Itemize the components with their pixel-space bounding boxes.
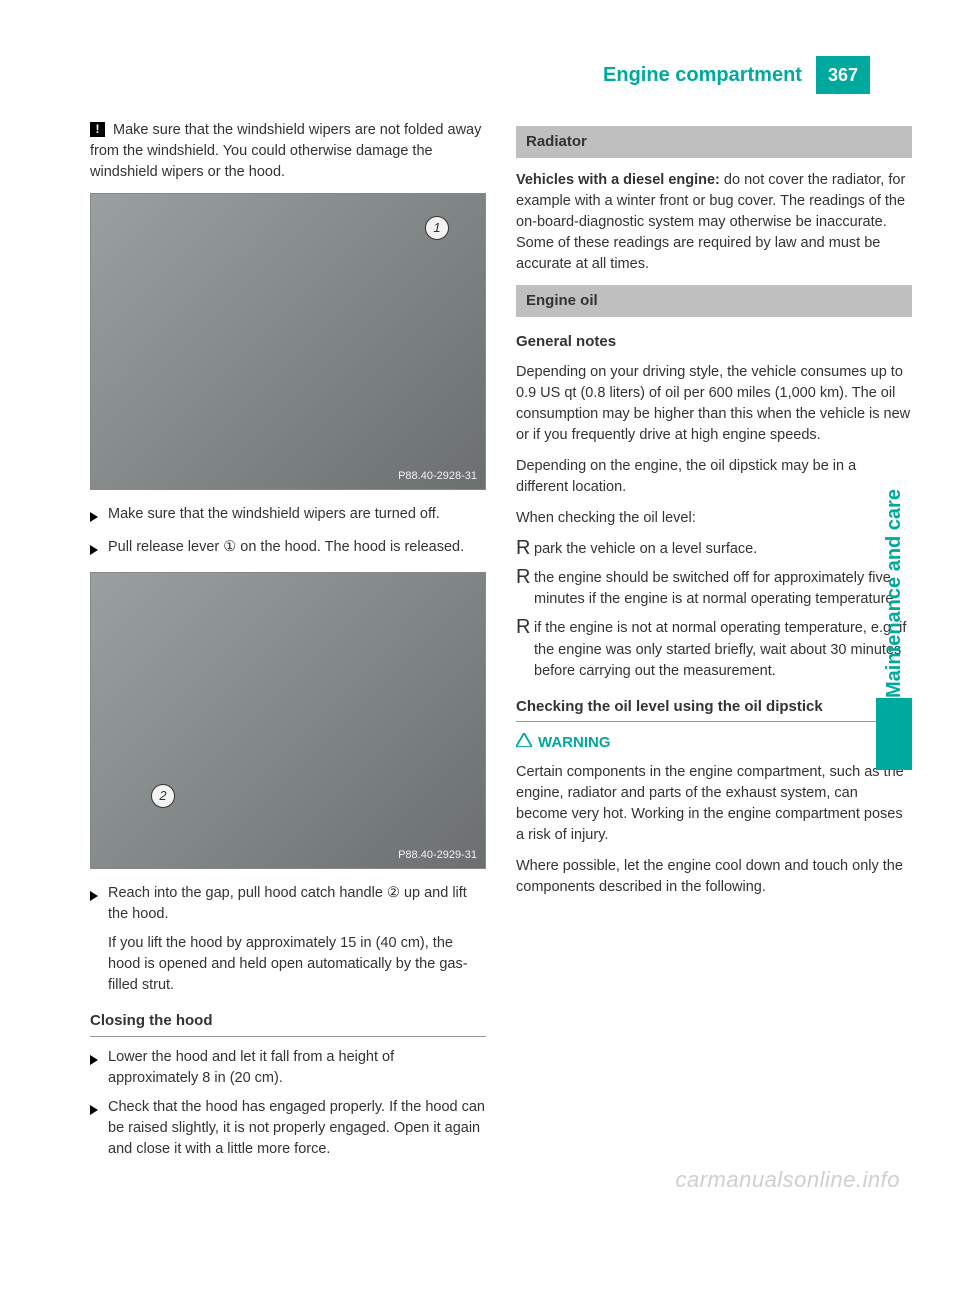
open-note-text: If you lift the hood by approximately 15… [108,933,486,996]
bullet-text: the engine should be switched off for ap… [534,568,912,610]
warning-text-p2: Where possible, let the engine cool down… [516,856,912,898]
bullet-item: R the engine should be switched off for … [516,568,912,610]
step-arrow-icon [90,1105,98,1115]
content-columns: ! Make sure that the windshield wipers a… [0,60,960,1168]
general-notes-p3: When checking the oil level: [516,508,912,529]
bullet-text: park the vehicle on a level surface. [534,539,912,560]
warning-triangle-icon [516,732,532,754]
bullet-marker: R [516,539,534,560]
step-text: Reach into the gap, pull hood catch hand… [108,883,486,925]
radiator-text: Vehicles with a diesel engine: do not co… [516,170,912,275]
figure-hood-release-lever: 1 P88.40-2928-31 [90,193,486,490]
figure-code: P88.40-2929-31 [398,848,477,864]
chapter-label: Maintenance and care [880,330,909,698]
warning-text-p1: Certain components in the engine compart… [516,762,912,846]
side-tab: Maintenance and care [876,330,912,770]
wiper-note-text: Make sure that the windshield wipers are… [90,122,481,180]
step-item: Check that the hood has engaged properly… [90,1097,486,1160]
step-text: Pull release lever ① on the hood. The ho… [108,537,486,562]
side-tab-block [876,698,912,770]
bullet-text: if the engine is not at normal operating… [534,618,912,681]
bullet-marker: R [516,568,534,610]
page-number: 367 [816,56,870,94]
bullet-item: R park the vehicle on a level surface. [516,539,912,560]
watermark: carmanualsonline.info [675,1164,900,1196]
general-notes-p2: Depending on the engine, the oil dipstic… [516,456,912,498]
step-arrow-icon [90,512,98,522]
manual-page: Engine compartment 367 Maintenance and c… [0,0,960,1208]
step-arrow-icon [90,545,98,555]
step-item: Reach into the gap, pull hood catch hand… [90,883,486,925]
warning-label: WARNING [538,734,611,751]
callout-1: 1 [425,216,449,240]
step-item: Lower the hood and let it fall from a he… [90,1047,486,1089]
closing-hood-heading: Closing the hood [90,1010,486,1037]
step-arrow-icon [90,891,98,901]
step-text: Lower the hood and let it fall from a he… [108,1047,486,1089]
note-icon: ! [90,122,105,137]
step-arrow-icon [90,1055,98,1065]
callout-2: 2 [151,784,175,808]
dipstick-heading: Checking the oil level using the oil dip… [516,696,912,723]
engine-oil-heading: Engine oil [516,285,912,317]
step-item: Pull release lever ① on the hood. The ho… [90,537,486,562]
step-item: Make sure that the windshield wipers are… [90,504,486,529]
radiator-lead: Vehicles with a diesel engine: [516,172,720,188]
step-text: Make sure that the windshield wipers are… [108,504,486,529]
general-notes-p1: Depending on your driving style, the veh… [516,362,912,446]
step-text: Check that the hood has engaged properly… [108,1097,486,1160]
warning-heading: WARNING [516,732,912,754]
page-header: Engine compartment 367 [603,56,870,94]
step-note: If you lift the hood by approximately 15… [90,933,486,996]
figure-code: P88.40-2928-31 [398,469,477,485]
bullet-marker: R [516,618,534,681]
general-notes-heading: General notes [516,331,912,353]
radiator-heading: Radiator [516,126,912,158]
right-column: Radiator Vehicles with a diesel engine: … [516,120,912,1168]
figure-hood-catch-handle: 2 P88.40-2929-31 [90,572,486,869]
wiper-note: ! Make sure that the windshield wipers a… [90,120,486,183]
bullet-item: R if the engine is not at normal operati… [516,618,912,681]
section-title: Engine compartment [603,61,802,90]
left-column: ! Make sure that the windshield wipers a… [90,120,486,1168]
